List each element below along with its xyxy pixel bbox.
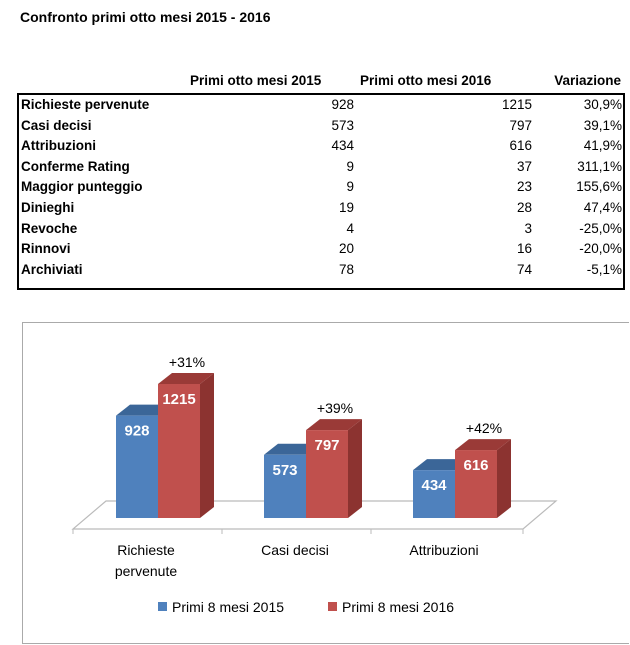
value-2015: 573 [331,117,354,133]
legend-label: Primi 8 mesi 2016 [342,599,454,615]
legend-label: Primi 8 mesi 2015 [172,599,284,615]
variation: 30,9% [583,97,622,112]
bar-chart: 928 1215 +31% Richieste pervenute 573 797 +39% C… [71,354,558,615]
value-2015: 434 [331,138,354,154]
row-label: Revoche [21,220,78,236]
row-label: Conferme Rating [21,158,130,174]
data-label: 616 [463,457,488,474]
value-2016: 1215 [501,97,532,112]
bar [455,450,497,518]
value-2015: 19 [338,199,354,215]
variation: -5,1% [586,261,622,277]
bar [264,454,306,518]
value-2016: 3 [524,220,532,236]
table-row: Dinieghi 19 28 47,4% [19,198,623,219]
variation: 39,1% [583,117,622,133]
row-label: Rinnovi [21,241,71,257]
category-label: pervenute [115,563,177,579]
value-2015: 78 [338,261,354,277]
row-label: Casi decisi [21,117,92,133]
value-2016: 28 [516,199,532,215]
bar-top [455,439,511,451]
header-2016: Primi otto mesi 2016 [360,73,492,88]
bar-top [158,373,214,384]
bar-side [497,439,511,518]
variation-label: +39% [317,400,353,416]
row-label: Archiviati [21,261,83,277]
value-2016: 616 [509,138,532,154]
data-label: 573 [272,462,297,479]
bar-side [348,419,362,518]
table-row: Maggior punteggio 9 23 155,6% [19,177,623,198]
table-row: Casi decisi 573 797 39,1% [19,116,623,137]
variation: 311,1% [577,158,622,174]
table-row: Richieste pervenute 928 1215 30,9% [19,95,623,116]
value-2015: 20 [338,241,354,257]
bar-top [306,419,362,431]
variation-label: +31% [169,354,205,370]
variation: -20,0% [579,241,622,257]
variation: 47,4% [583,199,622,215]
table-row: Revoche 4 3 -25,0% [19,219,623,240]
value-2016: 23 [516,179,532,195]
bar [116,415,158,518]
legend-swatch [158,602,167,611]
bar [413,470,455,518]
page-title: Confronto primi otto mesi 2015 - 2016 [20,9,271,25]
table-row: Rinnovi 20 16 -20,0% [19,239,623,260]
bar-side [200,373,214,518]
value-2015: 928 [331,97,354,112]
table-row: Conferme Rating 9 37 311,1% [19,157,623,178]
bar [158,384,200,518]
row-label: Richieste pervenute [21,97,150,112]
header-2015: Primi otto mesi 2015 [190,73,322,88]
row-label: Dinieghi [21,199,75,215]
value-2015: 4 [346,220,354,236]
row-label: Attribuzioni [21,138,96,154]
value-2016: 16 [516,241,532,257]
category-label: Attribuzioni [409,542,478,558]
data-label: 1215 [162,391,195,408]
row-label: Maggior punteggio [21,179,143,195]
table-row: Archiviati 78 74 -5,1% [19,260,623,281]
data-label: 928 [124,423,149,440]
legend-swatch [328,602,337,611]
bar [306,430,348,518]
table-row: Attribuzioni 434 616 41,9% [19,136,623,157]
value-2015: 9 [346,179,354,195]
value-2016: 797 [509,117,532,133]
variation: 155,6% [576,179,622,195]
variation: 41,9% [583,138,622,154]
data-label: 434 [421,477,447,494]
value-2016: 74 [516,261,532,277]
variation: -25,0% [579,220,622,236]
value-2015: 9 [346,158,354,174]
variation-label: +42% [466,420,502,436]
category-label: Richieste [117,542,175,558]
chart-area: 928 1215 +31% Richieste pervenute 573 797 +39% C… [22,322,629,644]
table-header: Primi otto mesi 2015 Primi otto mesi 201… [17,73,625,91]
data-table: Richieste pervenute 928 1215 30,9% Casi deci… [17,93,625,290]
header-variazione: Variazione [554,73,621,88]
value-2016: 37 [516,158,532,174]
data-label: 797 [314,437,339,454]
category-label: Casi decisi [261,542,329,558]
